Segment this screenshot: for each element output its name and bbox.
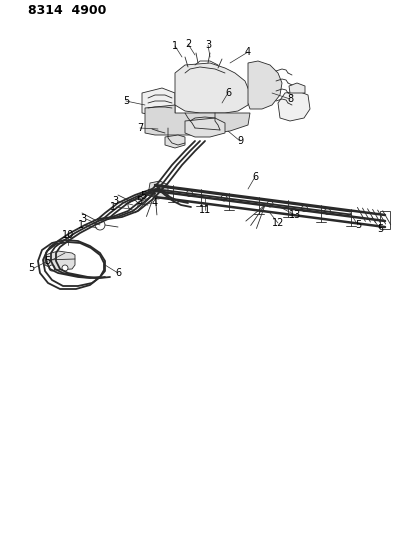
Text: 5: 5 xyxy=(28,263,34,273)
Text: 5: 5 xyxy=(44,256,50,266)
Text: 9: 9 xyxy=(237,136,243,146)
Text: 1: 1 xyxy=(110,202,116,212)
Polygon shape xyxy=(145,105,250,135)
Text: 10: 10 xyxy=(62,230,74,240)
Text: 6: 6 xyxy=(115,268,121,278)
Text: 8314  4900: 8314 4900 xyxy=(28,4,107,18)
Polygon shape xyxy=(289,83,305,93)
Circle shape xyxy=(62,265,68,271)
Polygon shape xyxy=(248,61,282,109)
Text: 8: 8 xyxy=(287,94,293,104)
Polygon shape xyxy=(142,88,175,117)
Circle shape xyxy=(49,265,55,271)
Text: 5: 5 xyxy=(136,196,142,206)
Polygon shape xyxy=(148,181,168,199)
Polygon shape xyxy=(185,118,225,137)
Text: 11: 11 xyxy=(199,205,211,215)
Text: 5: 5 xyxy=(355,220,361,230)
Polygon shape xyxy=(165,135,185,148)
Text: 4: 4 xyxy=(245,47,251,57)
Polygon shape xyxy=(45,251,75,270)
Text: 6: 6 xyxy=(225,88,231,98)
Text: 3: 3 xyxy=(80,214,86,224)
Text: 13: 13 xyxy=(289,210,301,220)
Text: 5: 5 xyxy=(123,96,129,106)
Text: 5: 5 xyxy=(377,224,383,234)
Text: 7: 7 xyxy=(137,123,143,133)
Text: 12: 12 xyxy=(272,218,284,228)
Text: 1: 1 xyxy=(172,41,178,51)
Text: 2: 2 xyxy=(185,39,191,49)
Text: 3: 3 xyxy=(205,40,211,50)
Polygon shape xyxy=(278,91,310,121)
Polygon shape xyxy=(175,63,250,113)
Text: 1: 1 xyxy=(78,220,84,230)
Text: 6: 6 xyxy=(252,172,258,182)
Text: 4: 4 xyxy=(152,198,158,208)
Text: 3: 3 xyxy=(112,196,118,206)
Text: 5: 5 xyxy=(140,191,146,201)
